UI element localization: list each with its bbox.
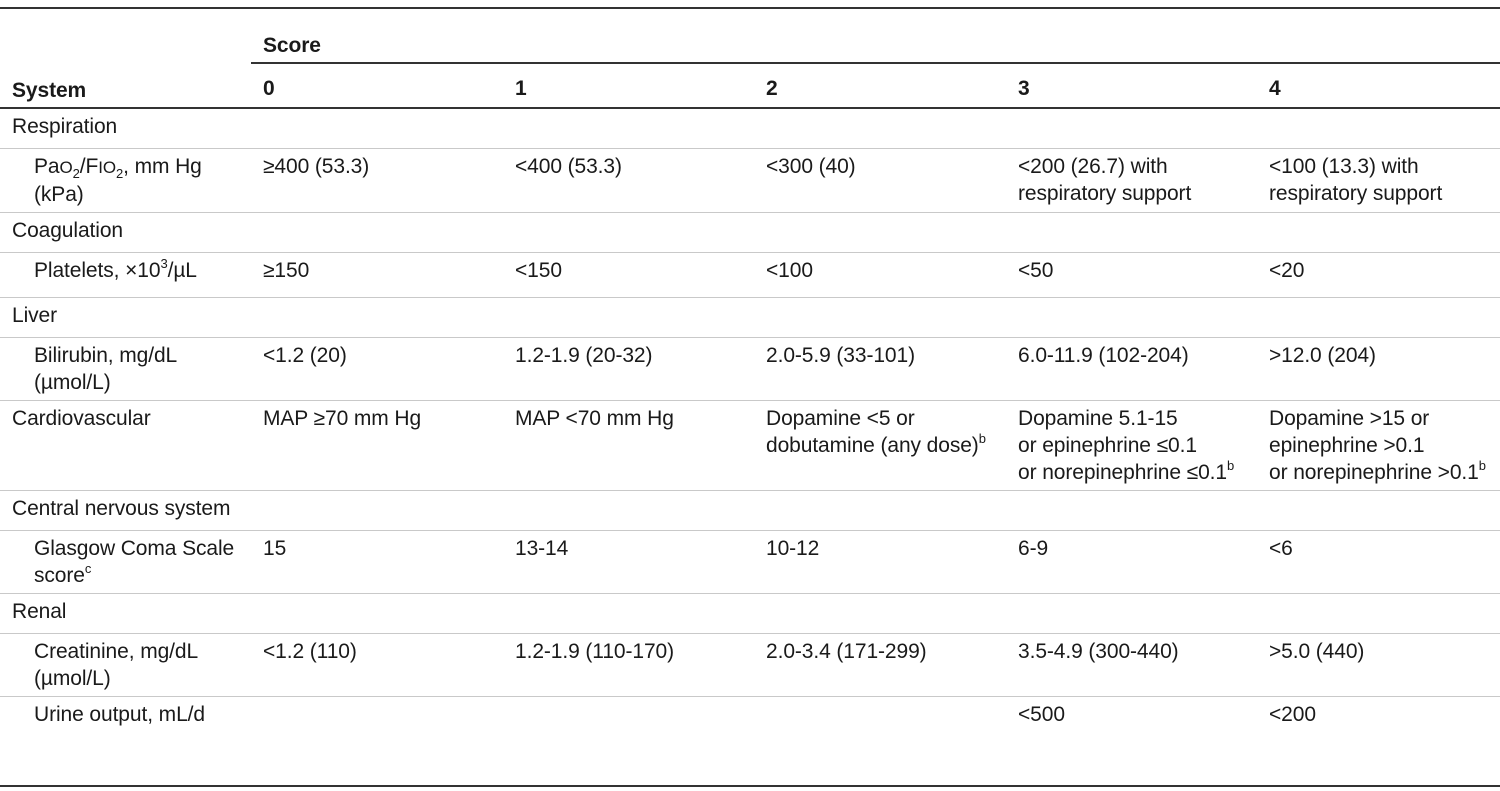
row-label-cardiovascular: Cardiovascular <box>0 400 251 491</box>
table-cell: <50 <box>1006 252 1257 298</box>
sofa-score-table: System Score 0 1 2 3 4 Respiration PaO2/… <box>0 9 1500 741</box>
top-rule <box>0 7 1500 9</box>
table-cell <box>503 697 754 742</box>
header-score-0: 0 <box>251 63 503 109</box>
table-cell: <200 <box>1269 703 1316 726</box>
group-label: Central nervous system <box>0 490 1500 531</box>
table-cell: 1.2-1.9 (110-170) <box>503 633 754 697</box>
group-label: Coagulation <box>0 212 1500 253</box>
table-cell <box>251 697 503 742</box>
table-cell: 13-14 <box>503 530 754 594</box>
table-cell: Dopamine >15 or epinephrine >0.1 or norepi… <box>1257 400 1500 491</box>
header-score-4: 4 <box>1257 63 1500 109</box>
group-row-cns: Central nervous system <box>0 490 1500 531</box>
table-cell: MAP ≥70 mm Hg <box>251 400 503 491</box>
table-cell: <20 <box>1257 252 1500 298</box>
group-row-respiration: Respiration <box>0 108 1500 149</box>
table-cell: <6 <box>1257 530 1500 594</box>
table-cell: 6-9 <box>1006 530 1257 594</box>
group-label: Respiration <box>0 108 1500 149</box>
group-label: Liver <box>0 297 1500 338</box>
header-row-values: 0 1 2 3 4 <box>0 63 1500 109</box>
row-label-bilirubin: Bilirubin, mg/dL (µmol/L) <box>0 337 251 401</box>
table-cell: MAP <70 mm Hg <box>503 400 754 491</box>
table-cell: 6.0-11.9 (102-204) <box>1006 337 1257 401</box>
table-cell: 10-12 <box>754 530 1006 594</box>
table-cell: >12.0 (204) <box>1257 337 1500 401</box>
header-system: System <box>0 9 251 109</box>
row-label-urine-output: Urine output, mL/d <box>34 703 205 726</box>
header-score-1: 1 <box>503 63 754 109</box>
table-cell: <1.2 (110) <box>251 633 503 697</box>
table-cell: >5.0 (440) <box>1257 633 1500 697</box>
table-row-cardiovascular: Cardiovascular MAP ≥70 mm Hg MAP <70 mm … <box>0 400 1500 491</box>
table-cell: Dopamine 5.1-15 or epinephrine ≤0.1 or nor… <box>1006 400 1257 491</box>
table-cell: <400 (53.3) <box>503 148 754 213</box>
table-row: Urine output, mL/d <500 <200 <box>0 697 1500 742</box>
row-label-platelets: Platelets, ×103/µL <box>0 252 251 298</box>
table-cell: Dopamine <5 or dobutamine (any dose)b <box>754 400 1006 491</box>
row-label-creatinine: Creatinine, mg/dL (µmol/L) <box>0 633 251 697</box>
table-row: Creatinine, mg/dL (µmol/L) <1.2 (110) 1.2… <box>0 633 1500 697</box>
group-row-coagulation: Coagulation <box>0 212 1500 253</box>
table-cell: <1.2 (20) <box>251 337 503 401</box>
table-cell: 3.5-4.9 (300-440) <box>1006 633 1257 697</box>
bottom-rule <box>0 785 1500 787</box>
table-cell: <100 <box>754 252 1006 298</box>
table-row: PaO2/FIO2, mm Hg (kPa) ≥400 (53.3) <400 (… <box>0 148 1500 213</box>
table-cell <box>754 697 1006 742</box>
group-row-renal: Renal <box>0 593 1500 634</box>
table-cell: ≥150 <box>251 252 503 298</box>
table-row: Glasgow Coma Scale scorec 15 13-14 10-12 … <box>0 530 1500 594</box>
table-cell: <500 <box>1018 703 1065 726</box>
group-label: Renal <box>0 593 1500 634</box>
table-cell: <200 (26.7) with respiratory support <box>1006 148 1257 213</box>
table-cell: 2.0-3.4 (171-299) <box>754 633 1006 697</box>
table-cell: <100 (13.3) with respiratory support <box>1257 148 1500 213</box>
table-cell: 2.0-5.9 (33-101) <box>754 337 1006 401</box>
table-cell: <150 <box>503 252 754 298</box>
group-row-liver: Liver <box>0 297 1500 338</box>
header-score-2: 2 <box>754 63 1006 109</box>
table-row: Bilirubin, mg/dL (µmol/L) <1.2 (20) 1.2-1… <box>0 337 1500 401</box>
header-score: Score <box>251 9 1500 64</box>
row-label-pao2-fio2: PaO2/FIO2, mm Hg (kPa) <box>0 148 251 213</box>
table-cell: ≥400 (53.3) <box>251 148 503 213</box>
table-cell: 15 <box>251 530 503 594</box>
header-score-3: 3 <box>1006 63 1257 109</box>
table-cell: <300 (40) <box>754 148 1006 213</box>
row-label-glasgow: Glasgow Coma Scale scorec <box>0 530 251 594</box>
table-cell: 1.2-1.9 (20-32) <box>503 337 754 401</box>
table-row: Platelets, ×103/µL ≥150 <150 <100 <50 <2… <box>0 252 1500 298</box>
header-row-score: System Score <box>0 9 1500 109</box>
